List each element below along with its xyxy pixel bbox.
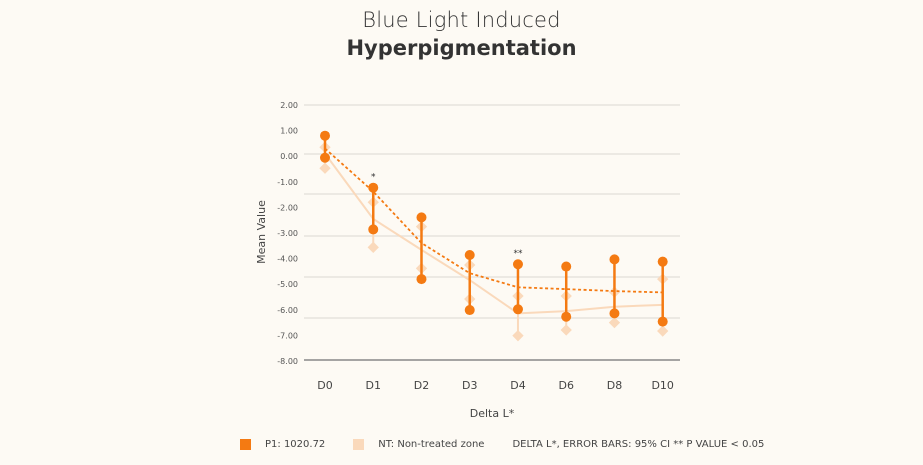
nt-diamond-marker xyxy=(367,241,379,253)
p1-point-marker xyxy=(464,250,475,261)
y-tick-label: -4.00 xyxy=(277,255,298,264)
p1-point-marker xyxy=(320,152,330,163)
y-tick-label: 1.00 xyxy=(280,127,298,136)
p1-point-marker xyxy=(657,316,668,327)
nt-diamond-marker xyxy=(608,316,621,329)
y-tick-label: -5.00 xyxy=(277,280,298,289)
y-axis-label: Mean Value xyxy=(255,200,268,264)
x-tick-label: D6 xyxy=(558,379,573,392)
x-tick-label: D4 xyxy=(510,379,525,392)
significance-annotation: * xyxy=(371,173,376,183)
x-tick-label: D2 xyxy=(414,379,429,392)
nt-diamond-marker xyxy=(319,162,331,174)
p1-point-marker xyxy=(512,304,523,315)
p1-point-marker xyxy=(561,311,572,322)
x-axis-label: Delta L* xyxy=(470,407,515,420)
y-tick-label: 0.00 xyxy=(280,152,298,161)
nt-diamond-marker xyxy=(657,325,669,337)
significance-annotation: ** xyxy=(513,249,523,259)
x-tick-label: D3 xyxy=(462,379,477,392)
x-tick-label: D8 xyxy=(607,379,622,392)
chart-title-line1: Blue Light Induced xyxy=(362,8,561,32)
x-tick-label: D0 xyxy=(317,379,332,392)
p1-point-marker xyxy=(416,274,427,285)
p1-point-marker xyxy=(368,182,379,193)
p1-point-marker xyxy=(464,305,475,316)
p1-point-marker xyxy=(657,256,668,267)
legend-note: DELTA L*, ERROR BARS: 95% CI ** P VALUE … xyxy=(512,439,765,450)
nt-diamond-marker xyxy=(512,329,524,342)
legend-swatch-p1 xyxy=(240,439,251,450)
nt-mean-line xyxy=(324,153,663,315)
y-tick-label: -2.00 xyxy=(277,203,298,212)
chart-title-line2: Hyperpigmentation xyxy=(346,36,577,60)
legend-swatch-nt xyxy=(353,439,365,450)
p1-point-marker xyxy=(320,130,330,141)
x-tick-label: D10 xyxy=(651,379,673,392)
p1-point-marker xyxy=(512,259,523,270)
x-tick-label: D1 xyxy=(366,379,381,392)
y-tick-label: -6.00 xyxy=(277,306,298,315)
y-tick-label: -8.00 xyxy=(277,357,298,366)
p1-point-marker xyxy=(561,261,572,272)
legend: P1: 1020.72 NT: Non-treated zone DELTA L… xyxy=(240,439,792,450)
p1-point-marker xyxy=(368,224,379,235)
p1-point-marker xyxy=(609,254,620,265)
legend-label-p1: P1: 1020.72 xyxy=(265,439,326,450)
legend-label-nt: NT: Non-treated zone xyxy=(378,439,485,450)
y-tick-label: -7.00 xyxy=(277,331,298,340)
p1-mean-line xyxy=(324,147,663,294)
p1-point-marker xyxy=(609,308,620,319)
y-tick-label: -3.00 xyxy=(277,229,298,238)
y-tick-label: -1.00 xyxy=(277,178,298,187)
nt-diamond-marker xyxy=(560,324,572,336)
y-tick-label: 2.00 xyxy=(280,101,298,110)
p1-point-marker xyxy=(416,212,427,223)
